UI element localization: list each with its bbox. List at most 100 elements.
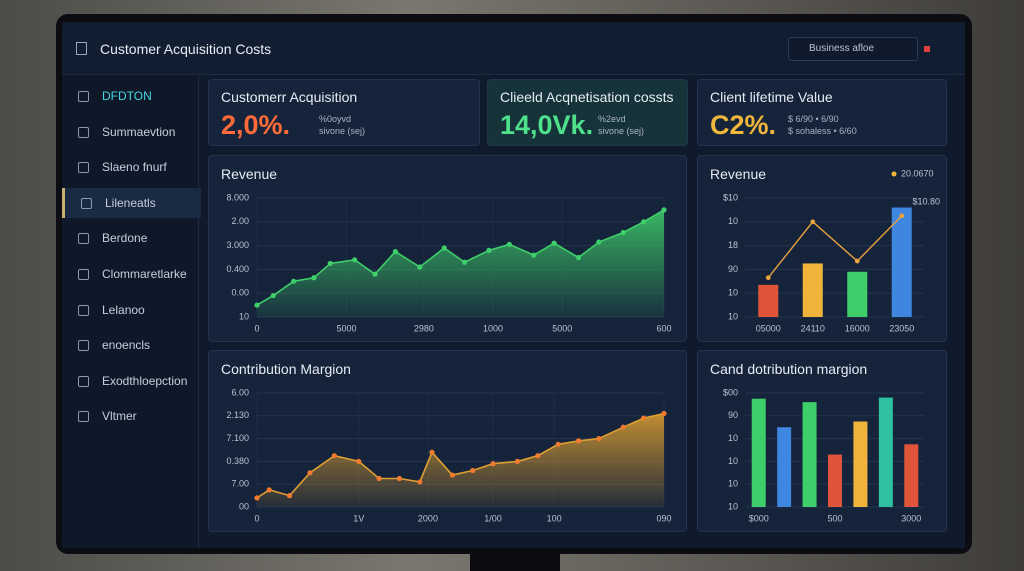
y-tick-label: 2.00 <box>231 216 249 226</box>
chart-title: Contribution Margion <box>221 361 351 377</box>
kpi-title: Clieeld Acqnetisation cossts <box>500 89 674 105</box>
y-tick-label: 3.000 <box>226 240 249 250</box>
icon <box>78 304 89 316</box>
header: Customer Acquisition Costs Business aflo… <box>62 22 965 75</box>
legend-dot <box>891 171 897 177</box>
point <box>535 453 541 459</box>
y-tick-label: 10 <box>728 433 738 443</box>
chart-panel: Revenue 10 0.00 0.400 3.000 2.00 8.000 0 5000 298… <box>208 155 687 342</box>
bar <box>828 454 842 507</box>
y-tick-label: 0.400 <box>226 264 249 274</box>
point <box>331 453 337 459</box>
kpi-note: sivone (sej) <box>319 126 366 136</box>
point <box>352 257 358 263</box>
bar <box>847 271 868 317</box>
point <box>270 292 276 299</box>
line <box>767 215 903 279</box>
kpi-title: Client lifetime Value <box>710 89 833 105</box>
legend-label: 20.0670 <box>901 168 934 178</box>
nav-item[interactable]: Exodthloepction <box>62 366 198 396</box>
line <box>256 209 665 306</box>
x-tick-label: 16000 <box>845 323 870 333</box>
nav-label: DFDTON <box>102 89 152 103</box>
point <box>596 239 602 245</box>
point <box>596 436 602 442</box>
chart-title: Revenue <box>221 166 278 182</box>
point <box>449 472 455 478</box>
area <box>257 413 664 507</box>
kpi-title: Customerr Acquisition <box>221 89 358 105</box>
y-tick-label: $10 <box>723 192 738 202</box>
nav-label: Slaeno fnurf <box>102 160 167 175</box>
kpi-value: 2,0%. <box>221 110 291 140</box>
x-tick-label: 24110 <box>801 323 825 333</box>
chart-title: Cand dotribution margion <box>710 361 868 377</box>
point <box>441 245 447 251</box>
chart-panel: Contribution Margion 00 7.00 0.380 7.100 2.13… <box>208 350 687 532</box>
x-tick-label: 5000 <box>337 323 357 333</box>
icon <box>78 162 89 174</box>
x-tick-label: 600 <box>656 323 671 333</box>
icon <box>78 340 89 352</box>
x-tick-label: 090 <box>656 513 671 523</box>
point <box>765 275 771 281</box>
nav-item[interactable]: enoencls <box>62 330 198 360</box>
nav-item[interactable]: Berdone <box>62 223 198 253</box>
nav-item[interactable]: Lileneatls <box>62 187 201 218</box>
icon <box>78 126 89 138</box>
point <box>372 271 378 277</box>
icon <box>78 233 89 245</box>
point <box>661 410 667 417</box>
nav-item[interactable]: Summaevtion <box>62 117 198 147</box>
nav-item[interactable]: Slaeno fnurf <box>62 152 198 182</box>
x-tick-label: $000 <box>749 513 769 523</box>
point <box>470 467 476 474</box>
kpi-note: %0oyvd <box>319 114 352 124</box>
x-tick-label: 100 <box>547 513 562 523</box>
point <box>356 458 362 464</box>
point <box>417 264 423 270</box>
chart: 10 10 10 10 90 $00 $000 500 3000 <box>723 387 924 523</box>
x-tick-label: 2000 <box>418 513 438 523</box>
point <box>641 219 647 225</box>
nav-label: Clommaretlarke <box>102 267 187 281</box>
y-tick-label: 6.00 <box>231 387 249 397</box>
bar <box>777 427 792 507</box>
stand <box>470 552 560 571</box>
nav-item[interactable]: Clommaretlarke <box>62 259 198 289</box>
y-tick-label: 18 <box>728 240 738 250</box>
nav-label: enoencls <box>102 338 151 353</box>
y-tick-label: 10 <box>728 479 738 489</box>
screen: Customer Acquisition Costs Business aflo… <box>62 22 965 548</box>
point <box>327 260 333 267</box>
point <box>506 241 512 248</box>
nav-item[interactable]: Lelanoo <box>62 295 198 325</box>
nav-item[interactable]: DFDTON <box>62 81 198 111</box>
point <box>531 252 537 258</box>
chart-panel: Cand dotribution margion 10 10 10 10 90 $00 $00… <box>697 350 947 532</box>
nav-label: Summaevtion <box>102 124 176 139</box>
point <box>575 254 582 261</box>
y-tick-label: 0.380 <box>226 456 249 466</box>
y-tick-label: 10 <box>728 501 738 511</box>
kpi-note: $ sohaless • 6/60 <box>788 126 857 136</box>
nav-label: Lileneatls <box>105 195 156 210</box>
search[interactable]: Business afloe <box>788 37 918 61</box>
nav-item[interactable]: Vltmer <box>62 401 198 431</box>
bar <box>802 263 823 317</box>
point <box>620 229 626 236</box>
point <box>254 302 260 308</box>
point <box>486 247 492 253</box>
nav-label: Exodthloepction <box>102 373 188 388</box>
point <box>376 475 382 482</box>
point <box>254 495 260 501</box>
title: Customer Acquisition Costs <box>100 41 272 57</box>
point <box>854 258 860 264</box>
kpi-note: %2evd <box>598 114 626 124</box>
point <box>311 275 317 281</box>
y-tick-label: 7.00 <box>231 479 249 489</box>
y-tick-label: $00 <box>723 387 738 397</box>
bar <box>751 398 766 507</box>
y-tick-label: 10 <box>728 311 738 321</box>
